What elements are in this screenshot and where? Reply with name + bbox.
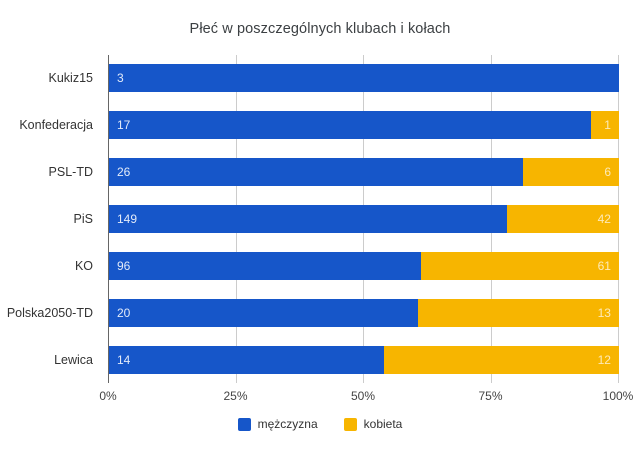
bar-value-label: 14 [117, 352, 131, 367]
bar: 20 13 [109, 298, 619, 327]
bar: 3 [109, 64, 619, 93]
bar-row: Kukiz15 3 [49, 55, 619, 102]
category-label: PiS [73, 211, 93, 226]
bar-value-label: 1 [604, 118, 611, 133]
bar-row: Polska2050-TD 20 13 [7, 289, 619, 336]
bar: 26 6 [109, 158, 619, 187]
bar-value-label: 6 [604, 165, 611, 180]
bar-value-label: 26 [117, 165, 131, 180]
x-axis-tick-label: 25% [223, 389, 248, 403]
bar-value-label: 17 [117, 118, 131, 133]
category-label: Kukiz15 [48, 71, 93, 86]
legend-label: kobieta [363, 417, 403, 431]
category-label: PSL-TD [48, 165, 93, 180]
bar-row: KO 96 61 [75, 242, 619, 289]
bar-segment-mezczyzna: 3 [109, 64, 619, 93]
category-label: Konfederacja [19, 118, 93, 133]
bar-row: Lewica 14 12 [54, 336, 619, 383]
bar-segment-kobieta: 42 [506, 204, 619, 233]
bar-value-label: 61 [597, 258, 611, 273]
bar-row: PSL-TD 26 6 [49, 149, 619, 196]
x-axis-tick-label: 100% [602, 389, 634, 403]
bar-segment-kobieta: 12 [383, 345, 619, 374]
bar-value-label: 12 [597, 352, 611, 367]
legend-item-kobieta: kobieta [343, 417, 403, 431]
bar-segment-kobieta: 61 [420, 251, 619, 280]
bar-value-label: 149 [117, 211, 138, 226]
x-axis-tick-label: 75% [478, 389, 503, 403]
bar: 14 12 [109, 345, 619, 374]
bar-value-label: 96 [117, 258, 131, 273]
x-axis: 0% 25% 50% 75% 100% [99, 389, 633, 405]
legend: mężczyzna kobieta [0, 417, 640, 431]
category-label: Polska2050-TD [6, 305, 93, 320]
bar-segment-kobieta: 6 [523, 158, 619, 187]
legend-swatch-icon [237, 417, 251, 431]
bar-segment-kobieta: 1 [590, 111, 619, 140]
bar: 96 61 [109, 251, 619, 280]
bar-segment-kobieta: 13 [418, 298, 619, 327]
bar-segment-mezczyzna: 20 [109, 298, 419, 327]
x-axis-tick-label: 50% [350, 389, 376, 403]
plot-area: Kukiz15 3 Konfederacja 17 1 PSL-TD 26 6 PiS 149 42… [7, 55, 619, 383]
bar-value-label: 42 [597, 211, 611, 226]
bar: 149 42 [109, 204, 619, 233]
bar-segment-mezczyzna: 149 [109, 204, 507, 233]
bar-segment-mezczyzna: 17 [109, 111, 591, 140]
bar-value-label: 3 [117, 71, 124, 86]
bar-row: Konfederacja 17 1 [19, 102, 619, 149]
bar-value-label: 13 [597, 305, 611, 320]
bar: 17 1 [109, 111, 619, 140]
legend-swatch-icon [343, 417, 357, 431]
chart-title: Płeć w poszczególnych klubach i kołach [189, 21, 451, 37]
legend-label: mężczyzna [257, 417, 318, 431]
category-label: Lewica [54, 352, 93, 367]
bar-segment-mezczyzna: 96 [109, 251, 421, 280]
x-axis-tick-label: 0% [99, 389, 117, 403]
bar-value-label: 20 [117, 305, 131, 320]
bar-row: PiS 149 42 [74, 196, 619, 243]
bar-segment-mezczyzna: 14 [109, 345, 384, 374]
category-label: KO [74, 258, 93, 273]
bar-segment-mezczyzna: 26 [109, 158, 524, 187]
legend-item-mezczyzna: mężczyzna [237, 417, 318, 431]
